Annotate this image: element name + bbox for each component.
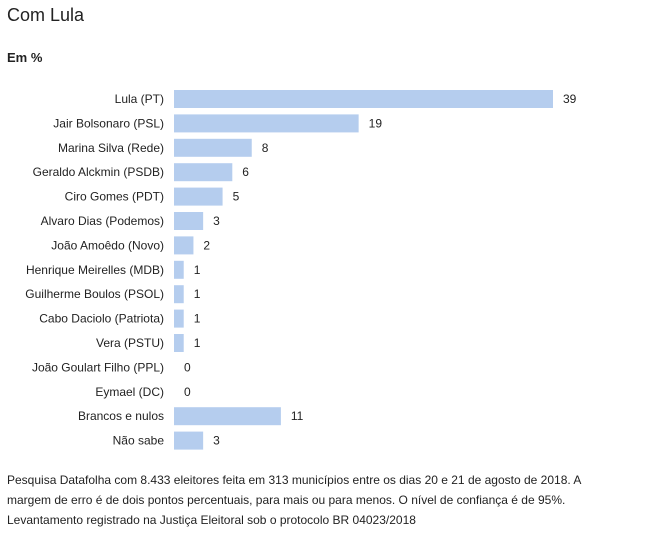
category-label-brancos-e-nulos: Brancos e nulos — [78, 409, 164, 423]
methodology-note: Pesquisa Datafolha com 8.433 eleitores f… — [7, 473, 581, 527]
category-label-joao-amoedo-novo: João Amoêdo (Novo) — [51, 238, 164, 252]
bar-joao-amoedo-novo — [174, 236, 194, 255]
category-label-eymael-dc: Eymael (DC) — [95, 385, 164, 399]
value-label-brancos-e-nulos: 11 — [291, 409, 304, 423]
bar-vera-pstu — [174, 334, 184, 352]
category-label-nao-sabe: Não sabe — [113, 434, 165, 448]
category-label-marina-silva-rede: Marina Silva (Rede) — [58, 141, 164, 155]
category-label-vera-pstu: Vera (PSTU) — [96, 336, 164, 350]
value-label-vera-pstu: 1 — [194, 336, 201, 350]
category-label-ciro-gomes-pdt: Ciro Gomes (PDT) — [65, 190, 164, 204]
bar-chart: Lula (PT) 39 Jair Bolsonaro (PSL) 19 Marina … — [25, 90, 577, 450]
category-label-henrique-meirelles-mdb: Henrique Meirelles (MDB) — [26, 263, 164, 277]
category-label-lula-pt: Lula (PT) — [115, 92, 164, 106]
category-label-jair-bolsonaro-psl: Jair Bolsonaro (PSL) — [53, 116, 164, 130]
value-label-joao-amoedo-novo: 2 — [203, 238, 210, 252]
chart-title: Com Lula — [7, 5, 85, 25]
value-label-guilherme-boulos-psol: 1 — [194, 287, 201, 301]
category-label-joao-goulart-filho-ppl: João Goulart Filho (PPL) — [32, 360, 164, 374]
category-label-alvaro-dias-podemos: Alvaro Dias (Podemos) — [41, 214, 164, 228]
bar-marina-silva-rede — [174, 138, 252, 157]
value-label-marina-silva-rede: 8 — [262, 141, 269, 155]
bar-guilherme-boulos-psol — [174, 285, 184, 304]
bar-ciro-gomes-pdt — [174, 187, 223, 206]
value-label-geraldo-alckmin-psdb: 6 — [242, 165, 249, 179]
bar-henrique-meirelles-mdb — [174, 260, 184, 279]
bar-alvaro-dias-podemos — [174, 212, 204, 230]
value-label-eymael-dc: 0 — [184, 385, 191, 399]
category-label-guilherme-boulos-psol: Guilherme Boulos (PSOL) — [25, 287, 164, 301]
value-label-joao-goulart-filho-ppl: 0 — [184, 360, 191, 374]
bar-nao-sabe — [174, 431, 204, 450]
value-label-lula-pt: 39 — [563, 92, 577, 106]
value-label-jair-bolsonaro-psl: 19 — [369, 116, 383, 130]
bar-lula-pt — [174, 90, 553, 108]
bar-cabo-daciolo-patriota — [174, 309, 184, 328]
value-label-henrique-meirelles-mdb: 1 — [194, 263, 201, 277]
value-label-alvaro-dias-podemos: 3 — [213, 214, 220, 228]
bar-brancos-e-nulos — [174, 407, 281, 426]
bar-geraldo-alckmin-psdb — [174, 163, 233, 182]
value-label-ciro-gomes-pdt: 5 — [233, 190, 240, 204]
category-label-geraldo-alckmin-psdb: Geraldo Alckmin (PSDB) — [33, 165, 164, 179]
value-label-cabo-daciolo-patriota: 1 — [194, 312, 201, 326]
chart-subtitle: Em % — [7, 50, 43, 65]
category-label-cabo-daciolo-patriota: Cabo Daciolo (Patriota) — [39, 312, 164, 326]
value-label-nao-sabe: 3 — [213, 434, 220, 448]
bar-jair-bolsonaro-psl — [174, 114, 359, 133]
